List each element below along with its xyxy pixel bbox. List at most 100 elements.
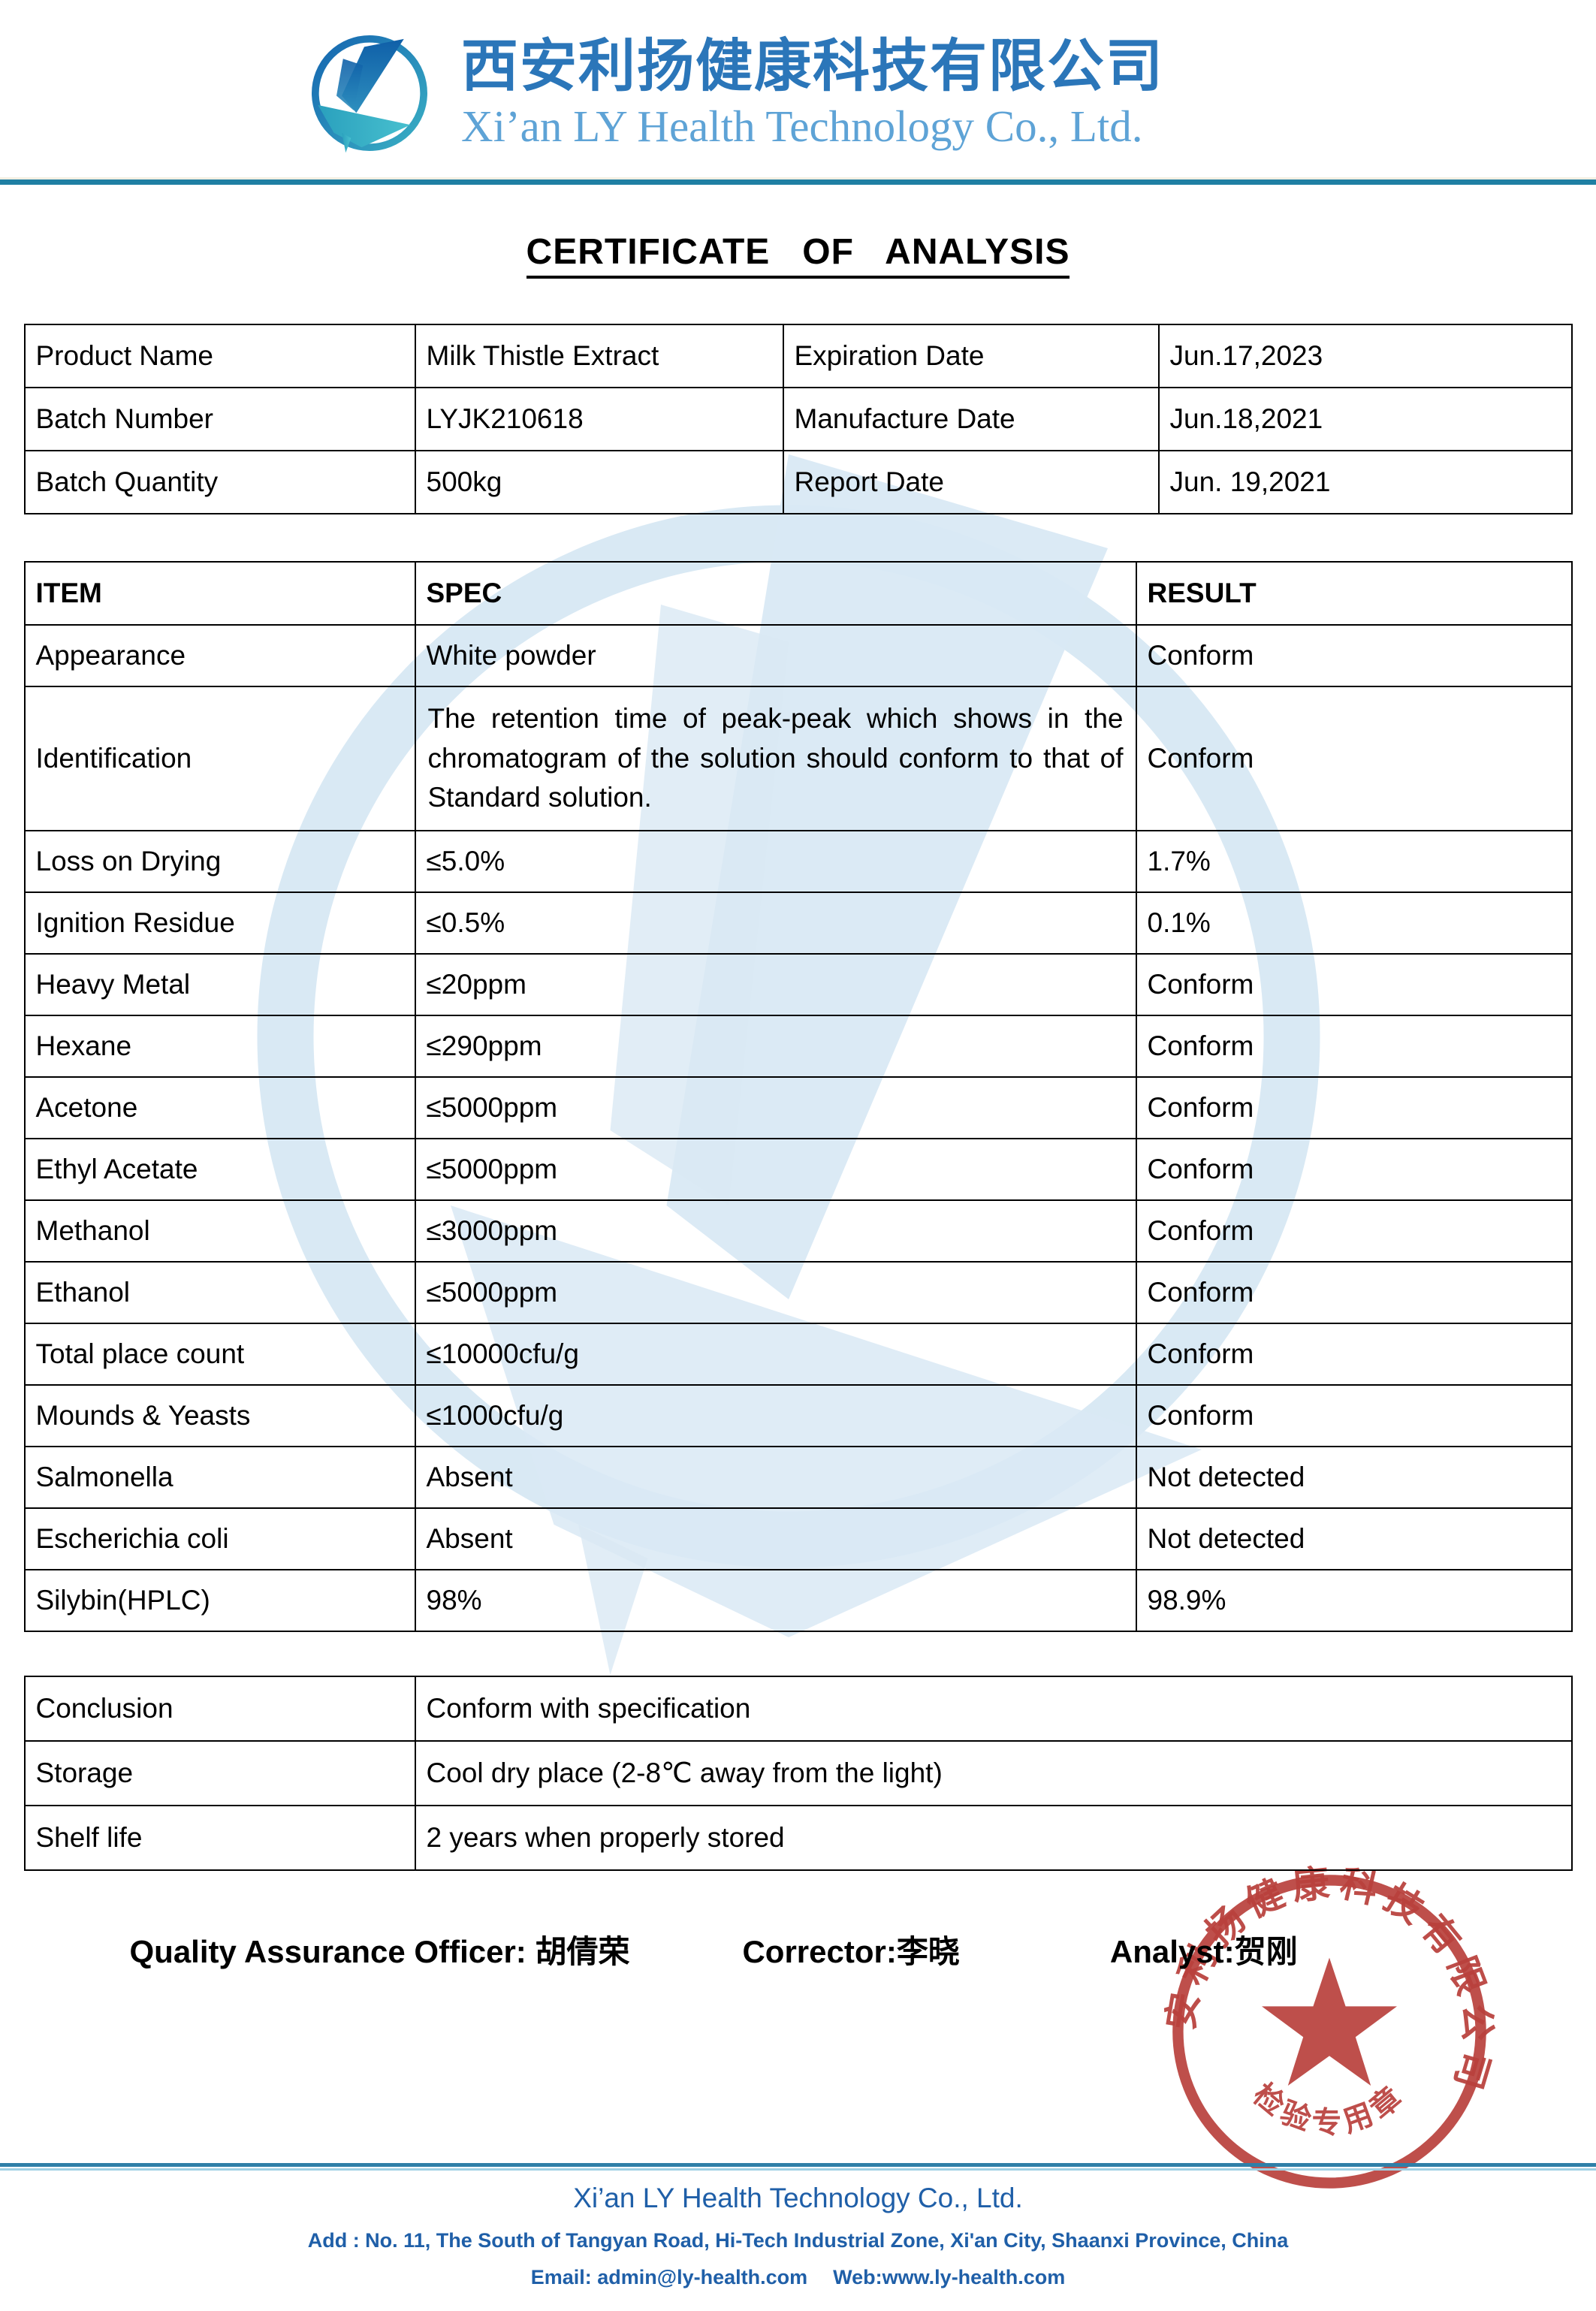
conclusion-value: Conform with specification — [414, 1675, 1573, 1742]
spec-item: Acetone — [23, 1076, 416, 1139]
spec-value: ≤0.5% — [414, 891, 1137, 955]
spec-value: 98% — [414, 1568, 1137, 1632]
shelf-life-value: 2 years when properly stored — [414, 1804, 1573, 1871]
spec-item: Heavy Metal — [23, 952, 416, 1016]
footer-address: Add : No. 11, The South of Tangyan Road,… — [307, 2229, 1289, 2252]
spec-item: Silybin(HPLC) — [23, 1568, 416, 1632]
table-row: Hexane ≤290ppm Conform — [23, 1014, 1573, 1078]
footer-divider-thin — [0, 2168, 1596, 2171]
table-row: Conclusion Conform with specification — [23, 1675, 1573, 1742]
qa-officer-label: Quality Assurance Officer: — [129, 1933, 526, 1969]
svg-text:检验专用章: 检验专用章 — [1247, 2077, 1412, 2139]
page-header: 西安利扬健康科技有限公司 Xi’an LY Health Technology … — [18, 0, 1578, 177]
spec-item: Loss on Drying — [23, 829, 416, 893]
qa-officer-signature: Quality Assurance Officer: 胡倩荣 — [130, 1926, 630, 1972]
table-row: Ethanol ≤5000ppm Conform — [23, 1260, 1573, 1324]
table-row: Escherichia coli Absent Not detected — [23, 1507, 1573, 1570]
table-row: Batch Number LYJK210618 Manufacture Date… — [23, 387, 1573, 451]
signature-row: Quality Assurance Officer: 胡倩荣 Corrector… — [25, 1926, 1572, 1972]
spec-value: Absent — [414, 1445, 1137, 1509]
company-name-block: 西安利扬健康科技有限公司 Xi’an LY Health Technology … — [461, 35, 1164, 152]
company-name-cn: 西安利扬健康科技有限公司 — [461, 34, 1164, 98]
table-row: Mounds & Yeasts ≤1000cfu/g Conform — [23, 1383, 1573, 1447]
info-label: Batch Quantity — [23, 450, 416, 514]
spec-item: Ethanol — [23, 1260, 416, 1324]
spec-result: Not detected — [1135, 1445, 1573, 1509]
column-header-result: RESULT — [1135, 561, 1573, 626]
spec-result: 0.1% — [1135, 891, 1573, 955]
spec-result: Conform — [1135, 1199, 1573, 1263]
corrector-signature: Corrector:李晓 — [742, 1926, 959, 1972]
conclusion-table: Conclusion Conform with specification St… — [23, 1675, 1573, 1871]
info-value-2: Jun.17,2023 — [1157, 324, 1573, 388]
header-divider — [0, 180, 1596, 185]
shelf-life-label: Shelf life — [23, 1804, 416, 1871]
ly-circular-arrow-logo-icon — [303, 27, 436, 159]
column-header-item: ITEM — [23, 561, 416, 626]
info-value-2: Jun. 19,2021 — [1157, 450, 1573, 514]
info-value-2: Jun.18,2021 — [1157, 387, 1573, 451]
storage-label: Storage — [23, 1739, 416, 1806]
info-label: Batch Number — [23, 387, 416, 451]
spec-value: ≤290ppm — [414, 1014, 1137, 1078]
spec-value: ≤10000cfu/g — [414, 1322, 1137, 1386]
specification-table: ITEM SPEC RESULT Appearance White powder… — [23, 561, 1573, 1632]
spec-result: Not detected — [1135, 1507, 1573, 1570]
spec-value: White powder — [414, 624, 1137, 687]
table-row: Identification The retention time of pea… — [23, 686, 1573, 831]
spec-item: Mounds & Yeasts — [23, 1383, 416, 1447]
company-name-en: Xi’an LY Health Technology Co., Ltd. — [461, 101, 1143, 151]
spec-result: Conform — [1135, 952, 1573, 1016]
qa-officer-name: 胡倩荣 — [535, 1933, 630, 1969]
spec-result: Conform — [1135, 1137, 1573, 1201]
page-title-wrap: CERTIFICATE OF ANALYSIS — [18, 231, 1578, 279]
footer-email[interactable]: Email: admin@ly-health.com — [530, 2266, 808, 2288]
spec-item: Appearance — [23, 624, 416, 687]
spec-result: Conform — [1135, 1076, 1573, 1139]
column-header-spec: SPEC — [414, 561, 1137, 626]
spec-result: 98.9% — [1135, 1568, 1573, 1632]
table-row: Silybin(HPLC) 98% 98.9% — [23, 1568, 1573, 1632]
conclusion-table-body: Conclusion Conform with specification St… — [23, 1675, 1573, 1871]
info-label: Product Name — [23, 324, 416, 388]
table-row: Ignition Residue ≤0.5% 0.1% — [23, 891, 1573, 955]
table-row: Shelf life 2 years when properly stored — [23, 1804, 1573, 1871]
spec-value: ≤5000ppm — [414, 1260, 1137, 1324]
table-row: Total place count ≤10000cfu/g Conform — [23, 1322, 1573, 1386]
spec-result: Conform — [1135, 1383, 1573, 1447]
page-footer: Xi’an LY Health Technology Co., Ltd. Add… — [0, 2163, 1596, 2289]
spec-item: Escherichia coli — [23, 1507, 416, 1570]
spec-value: ≤20ppm — [414, 952, 1137, 1016]
footer-company-name: Xi’an LY Health Technology Co., Ltd. — [573, 2183, 1023, 2213]
table-row: Acetone ≤5000ppm Conform — [23, 1076, 1573, 1139]
info-value: 500kg — [414, 450, 784, 514]
table-header-row: ITEM SPEC RESULT — [23, 561, 1573, 626]
info-value: Milk Thistle Extract — [414, 324, 784, 388]
info-value: LYJK210618 — [414, 387, 784, 451]
conclusion-label: Conclusion — [23, 1675, 416, 1742]
certificate-page: 西安利扬健康科技有限公司 Xi’an LY Health Technology … — [0, 0, 1596, 1972]
table-row: Methanol ≤3000ppm Conform — [23, 1199, 1573, 1263]
page-title: CERTIFICATE OF ANALYSIS — [526, 231, 1070, 279]
table-row: Ethyl Acetate ≤5000ppm Conform — [23, 1137, 1573, 1201]
spec-item: Salmonella — [23, 1445, 416, 1509]
spec-item: Ethyl Acetate — [23, 1137, 416, 1201]
table-row: Storage Cool dry place (2-8℃ away from t… — [23, 1739, 1573, 1806]
specification-table-body: Appearance White powder Conform Identifi… — [23, 624, 1573, 1632]
table-row: Product Name Milk Thistle Extract Expira… — [23, 324, 1573, 388]
spec-item: Methanol — [23, 1199, 416, 1263]
header-divider-thin — [0, 177, 1596, 180]
info-label-2: Expiration Date — [782, 324, 1160, 388]
table-row: Heavy Metal ≤20ppm Conform — [23, 952, 1573, 1016]
spec-value: ≤3000ppm — [414, 1199, 1137, 1263]
specification-table-head: ITEM SPEC RESULT — [23, 561, 1573, 626]
spec-item: Hexane — [23, 1014, 416, 1078]
info-label-2: Manufacture Date — [782, 387, 1160, 451]
table-row: Loss on Drying ≤5.0% 1.7% — [23, 829, 1573, 893]
spec-item: Ignition Residue — [23, 891, 416, 955]
analyst-name: 贺刚 — [1234, 1933, 1298, 1969]
footer-website[interactable]: Web:www.ly-health.com — [833, 2266, 1066, 2288]
spec-value: ≤5000ppm — [414, 1076, 1137, 1139]
spec-result: 1.7% — [1135, 829, 1573, 893]
table-row: Batch Quantity 500kg Report Date Jun. 19… — [23, 450, 1573, 514]
